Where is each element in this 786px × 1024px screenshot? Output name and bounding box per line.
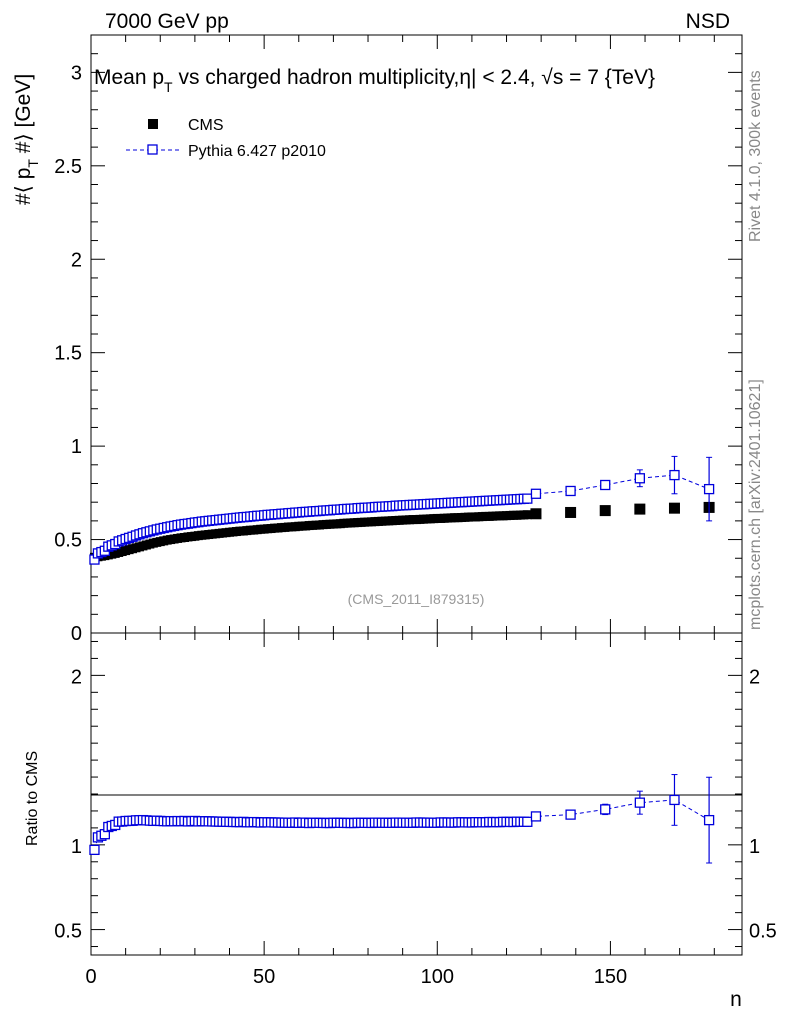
pythia-point — [634, 473, 645, 484]
ratio-point — [600, 804, 611, 815]
main-y-tick-label: 3 — [71, 62, 82, 84]
cms-point — [522, 510, 532, 520]
ratio-point — [89, 844, 100, 856]
x-tick-label: 150 — [594, 966, 627, 988]
ratio-point — [669, 794, 680, 806]
pythia-point — [669, 469, 680, 481]
analysis-annotation: (CMS_2011_I879315) — [348, 591, 485, 607]
legend-pythia-marker — [147, 144, 158, 155]
cms-point — [530, 508, 542, 520]
pythia-point — [600, 479, 611, 491]
legend-pythia-label: Pythia 6.427 p2010 — [188, 143, 326, 160]
title-s: s = 7 {TeV} — [553, 66, 655, 89]
cms-point — [668, 502, 680, 514]
x-tick-label: 50 — [253, 966, 275, 988]
main-y-tick-label: 0.5 — [54, 530, 82, 552]
ratio-point — [565, 809, 576, 820]
main-y-tick-label: 0 — [71, 623, 82, 645]
pythia-point — [565, 485, 576, 497]
ratio-panel-frame — [90, 632, 743, 956]
header-left: 7000 GeV pp — [105, 10, 229, 33]
x-axis-label: n — [730, 988, 742, 1011]
title-cut: | < 2.4, — [471, 66, 541, 89]
plot-title: Mean pT vs charged hadron multiplicity,η… — [94, 66, 655, 95]
ratio-series-layer — [89, 774, 715, 864]
x-tick-label: 0 — [85, 966, 96, 988]
ratio-axis-ticks: 0.5 0.5 1 1 2 2 0 50 100 150 — [54, 633, 777, 988]
pythia-point — [522, 493, 533, 504]
rivet-label: Rivet 4.1.0, 300k events — [747, 70, 764, 242]
title-eta: η — [459, 66, 471, 89]
main-y-tick-label: 1 — [71, 436, 82, 458]
ylabel-post: #⟩ [GeV] — [12, 74, 35, 159]
ratio-y-label: Ratio to CMS — [24, 751, 41, 846]
pythia-point — [703, 483, 715, 495]
ratio-y-tick-label-left: 2 — [71, 666, 82, 688]
main-y-tick-label: 2 — [71, 249, 82, 271]
cms-point — [599, 505, 611, 517]
ylabel-pre: #⟨ p — [12, 168, 35, 205]
pythia-point — [530, 488, 542, 499]
cms-point — [634, 503, 646, 515]
legend-cms-marker — [148, 119, 158, 129]
ratio-y-tick-label-right: 0.5 — [749, 921, 777, 943]
legend-cms-label: CMS — [188, 117, 224, 134]
ratio-y-tick-label-left: 0.5 — [54, 921, 82, 943]
ratio-point — [703, 814, 715, 826]
main-y-tick-label: 2.5 — [54, 156, 82, 178]
ratio-point — [634, 797, 645, 808]
ratio-point — [530, 811, 542, 822]
ratio-y-tick-label-left: 1 — [71, 836, 82, 858]
title-pre: Mean p — [94, 66, 164, 89]
x-tick-label: 100 — [421, 966, 454, 988]
header-right: NSD — [686, 10, 730, 33]
main-series-layer — [89, 455, 715, 565]
ratio-point — [522, 816, 533, 827]
ratio-y-tick-label-right: 2 — [749, 666, 760, 688]
ylabel-sub: T — [25, 159, 41, 168]
cms-point — [565, 506, 577, 518]
title-mid: vs charged hadron multiplicity, — [173, 66, 460, 89]
main-y-tick-label: 1.5 — [54, 343, 82, 365]
legend: CMS Pythia 6.427 p2010 — [126, 117, 326, 160]
mcplots-label: mcplots.cern.ch [arXiv:2401.10621] — [747, 379, 764, 630]
title-sqrt: √ — [541, 66, 553, 89]
main-y-label: #⟨ pT #⟩ [GeV] — [12, 74, 41, 205]
title-sub: T — [164, 79, 173, 95]
main-y-ticks: 0 0.5 1 1.5 2 2.5 3 — [54, 35, 742, 645]
ratio-y-tick-label-right: 1 — [749, 836, 760, 858]
